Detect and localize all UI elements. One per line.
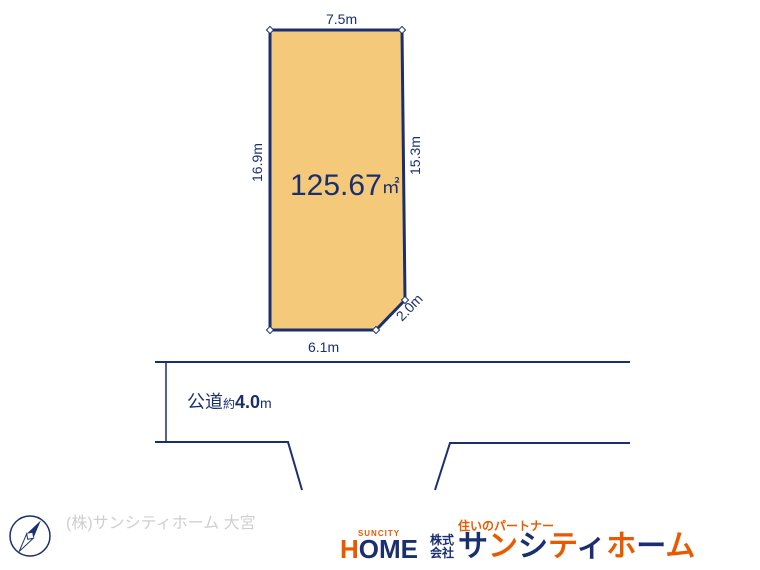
- road-label: 公道約4.0m: [187, 392, 272, 412]
- logo-kabushiki-kaisha: 株式 会社: [430, 534, 454, 560]
- kaisha-text: 会社: [430, 547, 454, 560]
- svg-text:7.5m: 7.5m: [326, 11, 357, 27]
- svg-text:16.9m: 16.9m: [249, 143, 265, 182]
- svg-text:6.1m: 6.1m: [308, 339, 339, 355]
- logo-company: 株式 会社 住いのパートナー サンシティホーム: [430, 532, 695, 562]
- watermark-text: (株)サンシティホーム 大宮: [66, 514, 256, 532]
- logo-home: SUNCITY HOME: [340, 529, 418, 560]
- plot-diagram-stage: 7.5m15.3m2.0m6.1m16.9m 125.67㎡ 公道約4.0m (…: [0, 0, 760, 570]
- compass-icon: [8, 514, 52, 558]
- road-lines: [155, 362, 630, 490]
- diagram-svg: 7.5m15.3m2.0m6.1m16.9m 125.67㎡ 公道約4.0m (…: [0, 0, 760, 570]
- logo-home-word: HOME: [340, 538, 418, 560]
- company-name: サンシティホーム: [458, 532, 695, 562]
- road-width-bracket: [166, 362, 174, 442]
- svg-text:15.3m: 15.3m: [407, 136, 423, 175]
